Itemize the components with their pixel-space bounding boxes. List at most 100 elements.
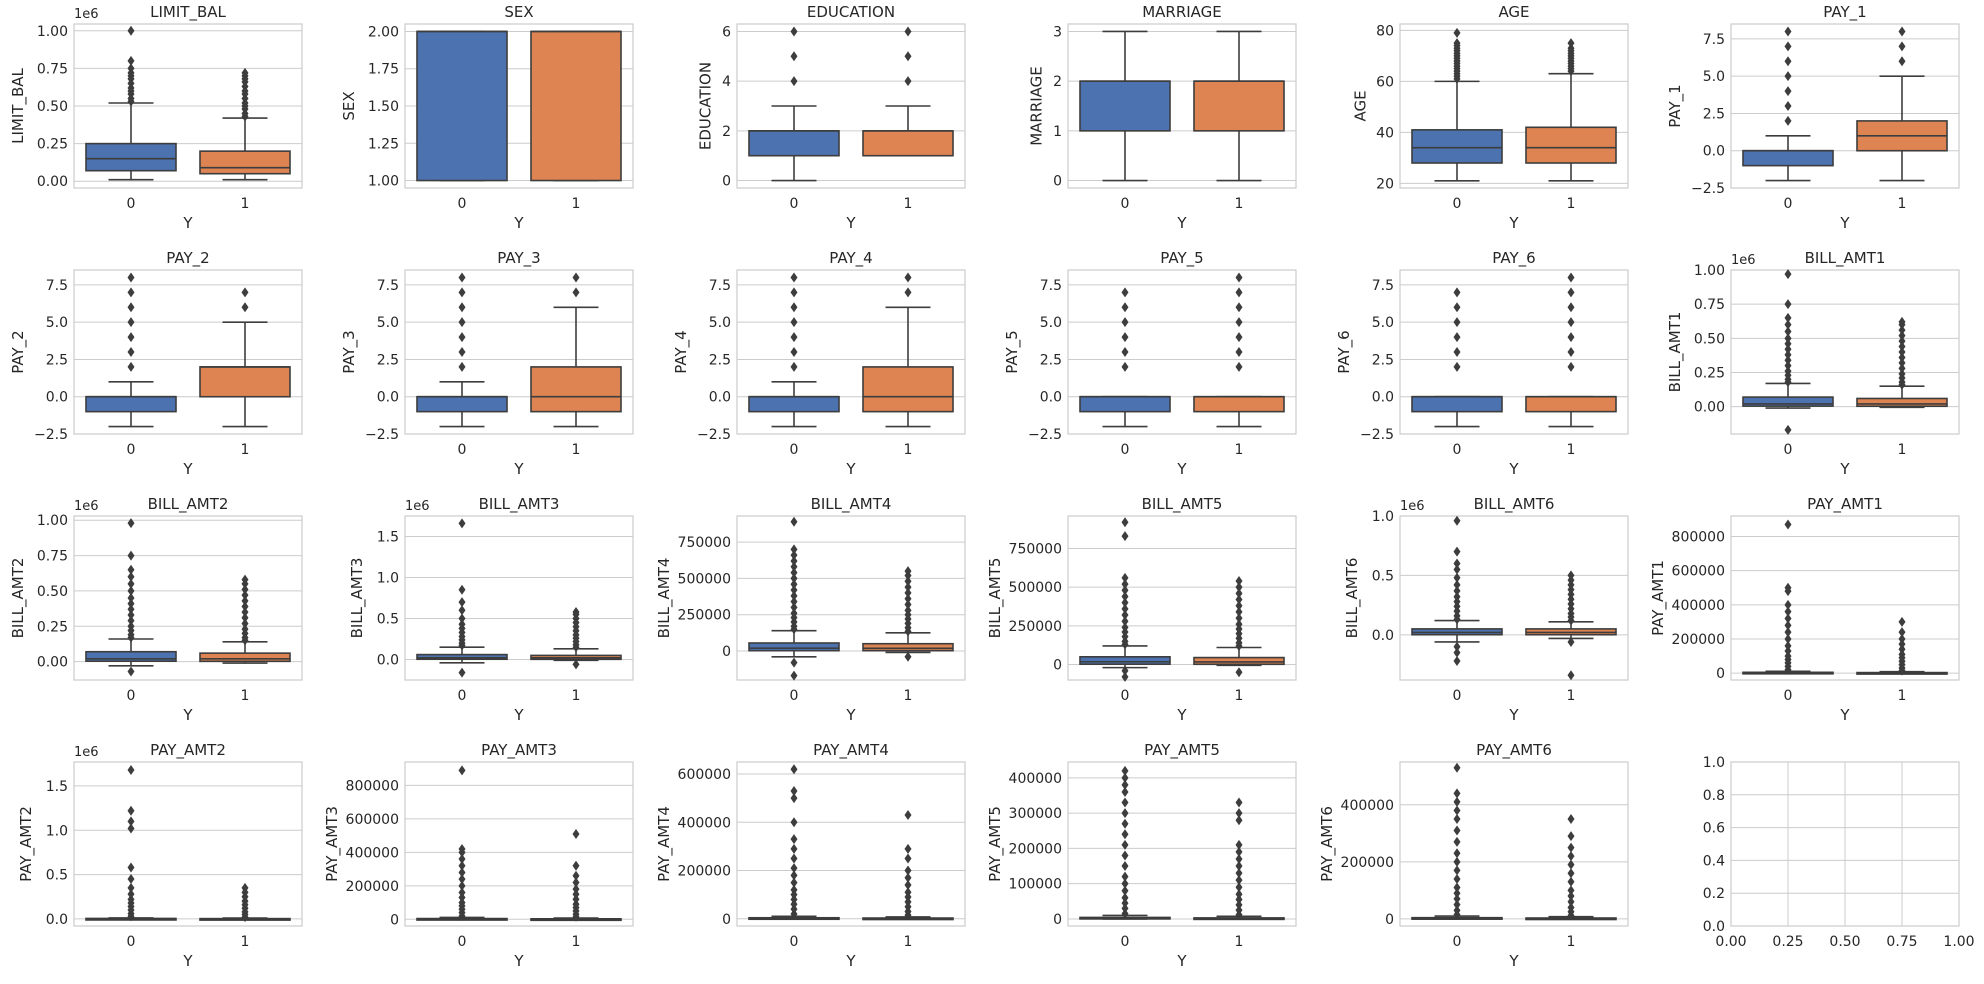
outlier-marker: [1567, 272, 1575, 283]
y-tick-label: 2.5: [1040, 352, 1062, 368]
outlier-marker: [904, 272, 912, 283]
y-tick-label: 0.00: [37, 655, 68, 671]
y-tick-label: 0.00: [37, 174, 68, 190]
y-tick-label: 0: [1053, 658, 1062, 674]
x-tick-label: 1: [1235, 934, 1244, 950]
box-class-1: [1193, 797, 1285, 921]
outlier-marker: [790, 544, 798, 555]
x-axis-label: Y: [1508, 460, 1519, 478]
outlier-marker: [1121, 585, 1129, 596]
outlier-marker: [1235, 613, 1243, 624]
outlier-marker: [1235, 332, 1243, 343]
subplot-age: 20 40 60 80 0 1 AGE Y AGE: [1351, 3, 1629, 232]
box-class-1: [1193, 272, 1285, 428]
x-axis-label: Y: [1176, 952, 1187, 970]
box-class-1: [1525, 814, 1617, 921]
outlier-marker: [127, 332, 135, 343]
iqr-box: [1742, 149, 1834, 167]
y-tick-label: 500000: [678, 571, 731, 587]
outlier-marker: [1898, 363, 1906, 374]
outlier-marker: [790, 555, 798, 566]
outlier-marker: [1121, 878, 1129, 889]
y-tick-label: 0.0: [1703, 919, 1725, 935]
outlier-marker: [127, 287, 135, 298]
y-tick-label: 0.0: [1040, 390, 1062, 406]
x-tick-label: 0: [790, 442, 799, 458]
outlier-marker: [1567, 317, 1575, 328]
outlier-marker: [572, 272, 580, 283]
outlier-marker: [1453, 825, 1461, 836]
outlier-marker: [1784, 599, 1792, 610]
outlier-marker: [1898, 644, 1906, 655]
outlier-marker: [1784, 26, 1792, 37]
y-axis-label: PAY_2: [9, 330, 28, 373]
subplot-title: BILL_AMT5: [1142, 495, 1223, 514]
y-tick-label: 0.2: [1703, 886, 1725, 902]
y-tick-label: 200000: [1341, 855, 1394, 871]
subplot-title: EDUCATION: [807, 3, 895, 21]
y-tick-label: 2: [722, 124, 731, 140]
outlier-marker: [1121, 517, 1129, 528]
outlier-marker: [1235, 582, 1243, 593]
outlier-marker: [458, 867, 466, 878]
x-tick-label: 1: [1898, 196, 1907, 212]
y-tick-label: 5.0: [709, 315, 731, 331]
outlier-marker: [1235, 588, 1243, 599]
outlier-marker: [1784, 349, 1792, 360]
outlier-marker: [1235, 606, 1243, 617]
iqr-box: [85, 395, 177, 413]
x-axis-label: Y: [845, 214, 856, 232]
y-tick-label: 2.00: [368, 24, 399, 40]
y-tick-label: 1.0: [1372, 509, 1394, 525]
outlier-marker: [1898, 347, 1906, 357]
outlier-marker: [1121, 829, 1129, 840]
outlier-marker: [1121, 317, 1129, 328]
iqr-box: [85, 650, 177, 662]
subplot-pay-6: −2.5 0.0 2.5 5.0 7.5 0 1 PAY_6 Y PAY_6: [1335, 249, 1629, 478]
x-tick-label: 0: [458, 442, 467, 458]
outlier-marker: [1567, 891, 1575, 902]
outlier-marker: [127, 550, 135, 561]
subplot-pay-amt1: 0 200000 400000 600000 800000 0 1 PAY_AMT1 Y PAY_…: [1649, 495, 1960, 724]
subplot-title: BILL_AMT3: [479, 495, 560, 514]
outlier-marker: [1453, 591, 1461, 602]
outlier-marker: [458, 317, 466, 328]
y-tick-label: 0.5: [46, 868, 68, 884]
outlier-marker: [1453, 332, 1461, 343]
outlier-marker: [458, 287, 466, 298]
y-axis-label: PAY_AMT1: [1649, 560, 1668, 636]
outlier-marker: [1235, 875, 1243, 886]
box-class-0: [416, 30, 508, 182]
y-axis-label: PAY_AMT3: [323, 806, 342, 882]
y-axis-label: PAY_AMT2: [17, 806, 36, 882]
axes-frame: [1730, 269, 1960, 435]
y-tick-label: 800000: [1672, 530, 1725, 546]
outlier-marker: [1453, 888, 1461, 899]
outlier-marker: [904, 76, 912, 87]
outlier-marker: [458, 518, 466, 529]
outlier-marker: [127, 272, 135, 283]
outlier-marker: [1235, 302, 1243, 313]
x-tick-label: 1: [572, 934, 581, 950]
subplot-title: BILL_AMT6: [1474, 495, 1555, 514]
y-tick-label: 1.50: [368, 99, 399, 115]
y-axis-label: PAY_1: [1666, 84, 1685, 127]
y-tick-label: −2.5: [697, 427, 731, 443]
outlier-marker: [1567, 670, 1575, 681]
outlier-marker: [904, 593, 912, 604]
outlier-marker: [458, 332, 466, 343]
subplot-title: PAY_2: [166, 249, 209, 268]
outlier-marker: [1121, 671, 1129, 682]
outlier-marker: [1453, 856, 1461, 867]
outlier-marker: [790, 843, 798, 854]
outlier-marker: [1235, 667, 1243, 678]
subplot-title: MARRIAGE: [1142, 3, 1222, 21]
y-tick-label: 60: [1376, 74, 1394, 90]
outlier-marker: [1235, 808, 1243, 819]
outlier-marker: [1898, 352, 1906, 363]
axes-frame: [1067, 269, 1297, 435]
subplot-title: AGE: [1498, 3, 1529, 21]
outlier-marker: [1567, 896, 1575, 907]
outlier-marker: [458, 892, 466, 903]
box-class-0: [748, 516, 840, 681]
